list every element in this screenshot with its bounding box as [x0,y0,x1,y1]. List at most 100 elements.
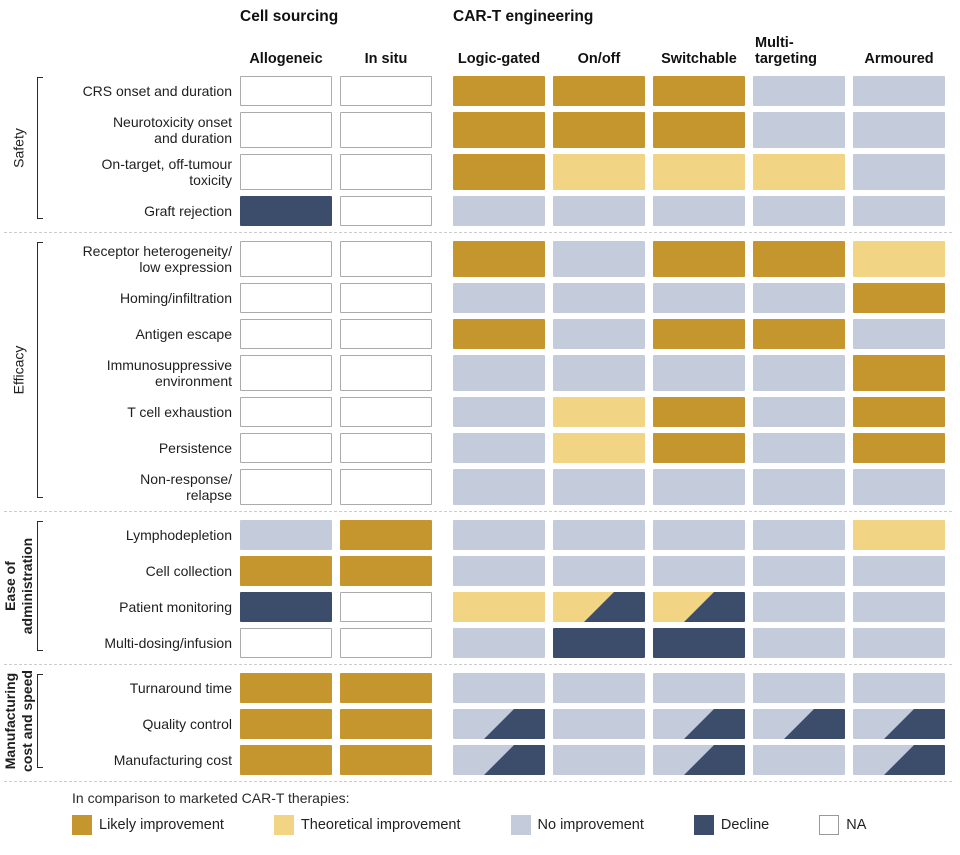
matrix-row: Turnaround time [4,673,952,703]
matrix-cell [553,397,645,427]
matrix-cell [853,355,945,391]
matrix-cell [653,673,745,703]
matrix-cell [653,76,745,106]
matrix-body: Safety CRS onset and duration Neurotoxicit… [2,76,952,782]
group-separator [4,232,952,233]
matrix-cell [653,745,745,775]
row-group-manufacturing-cost-and-speed: Manufacturing cost and speed Turnaround t… [2,670,952,775]
matrix-cell [340,241,432,277]
matrix-cell [753,556,845,586]
matrix-cell [853,433,945,463]
matrix-row: Antigen escape [4,319,952,349]
matrix-cell [553,283,645,313]
matrix-cell [553,556,645,586]
group-separator [4,664,952,665]
legend: In comparison to marketed CAR-T therapie… [4,790,952,835]
matrix-cell [240,112,332,148]
matrix-cell [553,154,645,190]
matrix-cell [453,355,545,391]
group-label: Safety [10,128,27,168]
row-label: Antigen escape [135,325,232,342]
matrix-cell [453,397,545,427]
matrix-row: Persistence [4,433,952,463]
row-label: Non-response/ relapse [140,470,232,503]
matrix-cell [753,745,845,775]
matrix-cell [553,469,645,505]
matrix-cell [853,283,945,313]
row-label: Manufacturing cost [113,751,232,768]
matrix-cell [240,355,332,391]
matrix-cell [453,76,545,106]
matrix-cell [553,355,645,391]
matrix-cell [240,154,332,190]
matrix-cell [553,76,645,106]
legend-item-label: Likely improvement [99,817,224,833]
matrix-cell [853,112,945,148]
matrix-cell [653,283,745,313]
row-label: Lymphodepletion [125,526,232,543]
matrix-cell [340,154,432,190]
matrix-cell [653,397,745,427]
matrix-row: CRS onset and duration [4,76,952,106]
matrix-cell [753,355,845,391]
matrix-cell [653,433,745,463]
matrix-cell [653,592,745,622]
column-header-logic-gated: Logic-gated [457,51,541,68]
group-title-cart-engineering: CAR-T engineering [453,8,594,25]
matrix-cell [653,154,745,190]
matrix-cell [753,196,845,226]
matrix-cell [753,433,845,463]
matrix-cell [653,355,745,391]
matrix-cell [653,319,745,349]
matrix-cell [853,745,945,775]
matrix-cell [240,196,332,226]
matrix-cell [853,241,945,277]
column-header-allogeneic: Allogeneic [249,51,323,68]
matrix-row: On-target, off-tumour toxicity [4,154,952,190]
matrix-cell [453,628,545,658]
matrix-cell [453,433,545,463]
matrix-cell [453,673,545,703]
matrix-cell [453,283,545,313]
group-label: Efficacy [10,345,27,395]
matrix-row: Lymphodepletion [4,520,952,550]
legend-swatch-no [510,815,531,835]
matrix-cell [853,520,945,550]
legend-item-na: NA [819,815,866,835]
matrix-cell [753,154,845,190]
matrix-cell [340,319,432,349]
matrix-cell [240,592,332,622]
matrix-cell [240,709,332,739]
matrix-cell [853,154,945,190]
group-bracket-icon [37,674,43,768]
row-label: Turnaround time [129,679,232,696]
column-header-in-situ: In situ [364,51,408,68]
matrix-cell [453,709,545,739]
matrix-cell [240,745,332,775]
matrix-cell [340,196,432,226]
header-spacer [4,8,240,26]
group-title-cell-sourcing: Cell sourcing [240,8,339,25]
row-label: Patient monitoring [119,598,232,615]
column-header-on-off: On/off [577,51,621,68]
legend-item-label: Decline [720,817,770,833]
group-separator [4,781,952,782]
matrix-row: Multi-dosing/infusion [4,628,952,658]
column-header-armoured: Armoured [864,51,934,68]
matrix-cell [853,592,945,622]
matrix-cell [753,469,845,505]
matrix-cell [753,112,845,148]
matrix-cell [340,469,432,505]
row-label: Homing/infiltration [119,289,232,306]
group-label: Ease of administration [2,537,35,635]
matrix-row: T cell exhaustion [4,397,952,427]
matrix-cell [453,154,545,190]
matrix-cell [340,112,432,148]
matrix-cell [340,592,432,622]
matrix-cell [853,76,945,106]
matrix-cell [653,469,745,505]
matrix-cell [453,745,545,775]
matrix-cell [553,520,645,550]
row-label: Quality control [142,715,232,732]
